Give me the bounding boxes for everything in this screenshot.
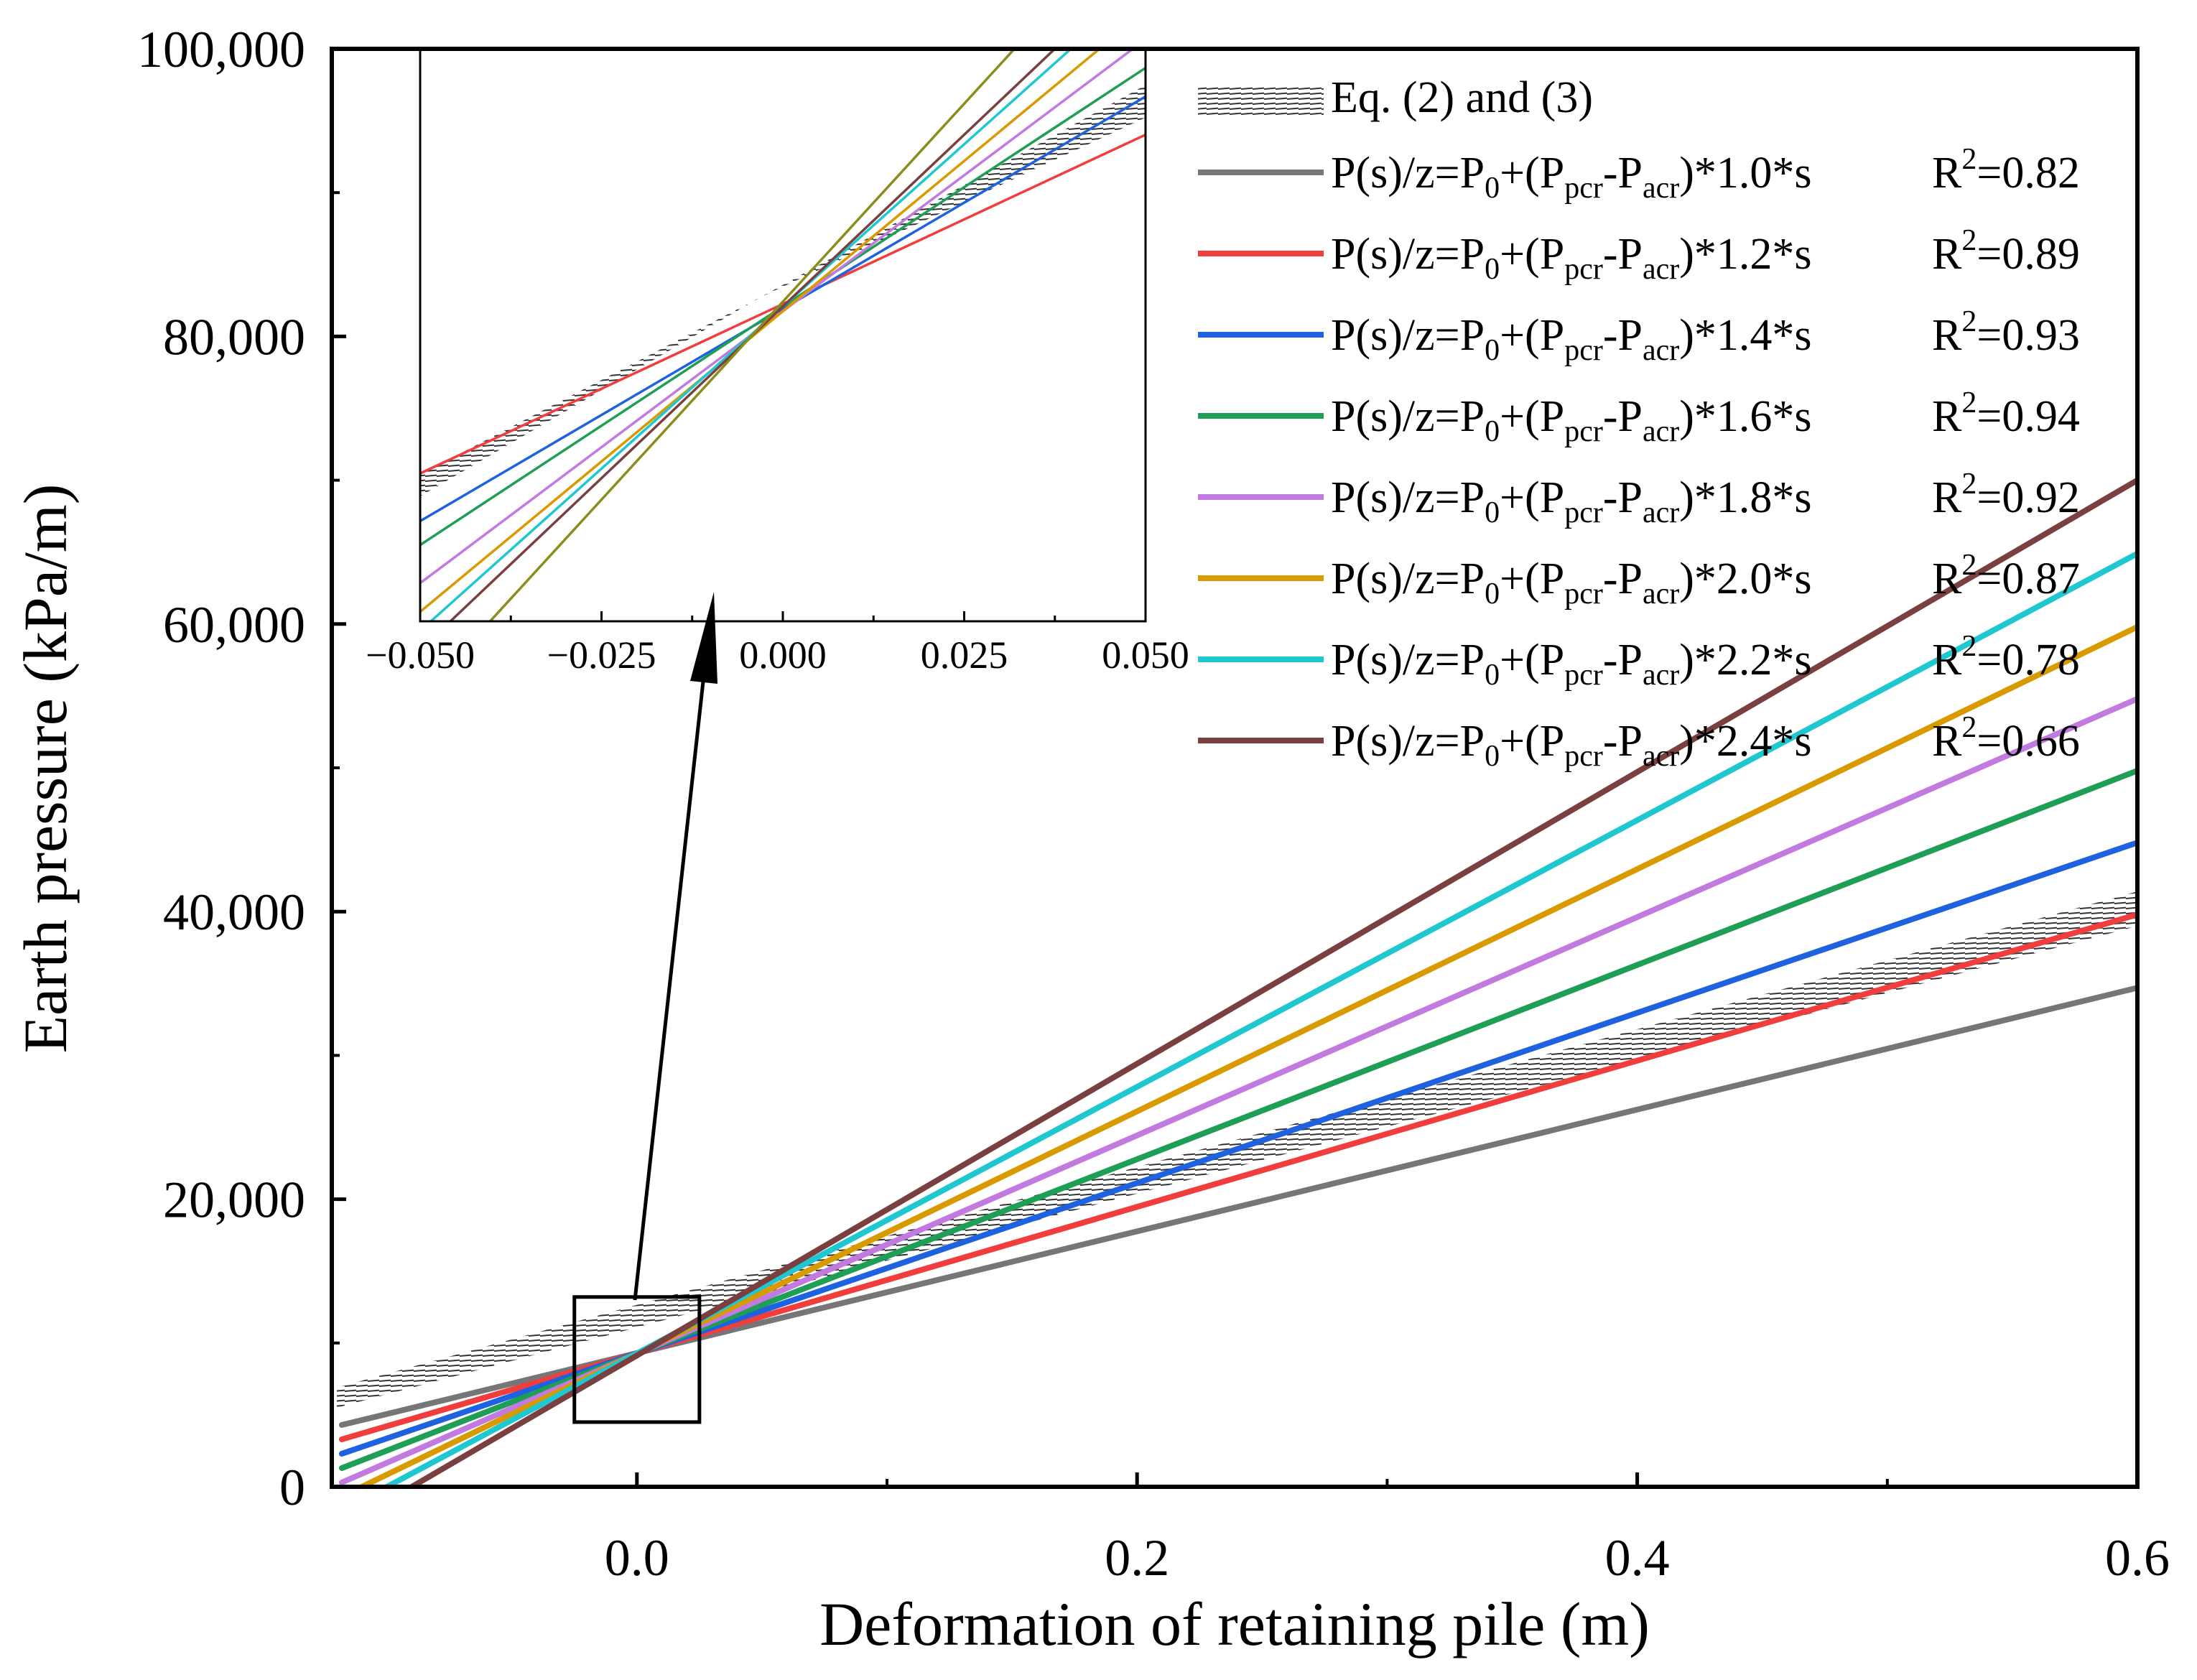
y-tick-label: 0 (279, 1459, 305, 1516)
legend-r2-1.0: R2=0.82 (1932, 143, 2080, 198)
zoom-arrow-head (690, 592, 717, 684)
zoom-arrow-shaft (633, 674, 706, 1301)
inset-plot-area (420, 49, 1146, 621)
x-axis-label: Deformation of retaining pile (m) (819, 1589, 1650, 1658)
y-tick-label: 60,000 (163, 596, 305, 654)
inset-series-line (420, 95, 1146, 523)
inset-series-line (448, 49, 1057, 621)
legend-r2-1.6: R2=0.94 (1932, 386, 2080, 441)
inset-series-line (488, 49, 1016, 621)
inset-series-line (420, 49, 1102, 613)
x-tick-label: 0.2 (1105, 1529, 1169, 1587)
y-tick-label: 20,000 (163, 1171, 305, 1229)
legend-label-1.8: P(s)/z=P0+(Ppcr-Pacr)*1.8*s (1331, 473, 1812, 529)
legend: Eq. (2) and (3) P(s)/z=P0+(Ppcr-Pacr)*1.… (1198, 73, 2080, 773)
legend-band-label: Eq. (2) and (3) (1331, 73, 1593, 122)
legend-r2-2.4: R2=0.66 (1932, 711, 2080, 766)
legend-r2-1.2: R2=0.89 (1932, 224, 2080, 279)
legend-label-1.6: P(s)/z=P0+(Ppcr-Pacr)*1.6*s (1331, 392, 1812, 448)
y-tick-label: 80,000 (163, 308, 305, 366)
x-tick-label: 0.6 (2105, 1529, 2170, 1587)
inset-x-tick-label: 0.000 (739, 634, 827, 677)
legend-label-1.4: P(s)/z=P0+(Ppcr-Pacr)*1.4*s (1331, 311, 1812, 367)
inset-x-tick-label: 0.025 (921, 634, 1008, 677)
legend-r2-2.2: R2=0.78 (1932, 630, 2080, 684)
inset-series-line (420, 133, 1146, 475)
legend-label-2.2: P(s)/z=P0+(Ppcr-Pacr)*2.2*s (1331, 636, 1812, 692)
legend-label-1.0: P(s)/z=P0+(Ppcr-Pacr)*1.0*s (1331, 149, 1812, 205)
legend-r2-1.8: R2=0.92 (1932, 468, 2080, 522)
main-series-lines (338, 477, 2137, 1487)
legend-r2-2.0: R2=0.87 (1932, 549, 2080, 603)
inset-series-lines (420, 49, 1146, 621)
y-tick-label: 40,000 (163, 883, 305, 941)
legend-r2-1.4: R2=0.93 (1932, 305, 2080, 360)
y-tick-label: 100,000 (137, 21, 305, 78)
x-tick-label: 0.0 (605, 1529, 669, 1587)
inset-background (420, 49, 1146, 621)
x-tick-label: 0.4 (1605, 1529, 1670, 1587)
legend-label-1.2: P(s)/z=P0+(Ppcr-Pacr)*1.2*s (1331, 230, 1812, 286)
legend-label-2.0: P(s)/z=P0+(Ppcr-Pacr)*2.0*s (1331, 554, 1812, 611)
main-plot-area (336, 477, 2137, 1487)
y-axis-label: Earth pressure (kPa/m) (11, 484, 80, 1054)
inset-x-ticks: −0.050 −0.025 0.000 0.025 0.050 (366, 611, 1189, 677)
main-x-ticks: 0.0 0.2 0.4 0.6 (605, 1472, 2170, 1587)
legend-band-swatch (1198, 85, 1324, 116)
inset-x-tick-label: −0.025 (547, 634, 656, 677)
inset-x-tick-label: 0.050 (1102, 634, 1189, 677)
inset-x-tick-label: −0.050 (366, 634, 475, 677)
main-y-ticks: 0 20,000 40,000 60,000 80,000 100,000 (137, 21, 346, 1516)
legend-label-2.4: P(s)/z=P0+(Ppcr-Pacr)*2.4*s (1331, 717, 1812, 773)
